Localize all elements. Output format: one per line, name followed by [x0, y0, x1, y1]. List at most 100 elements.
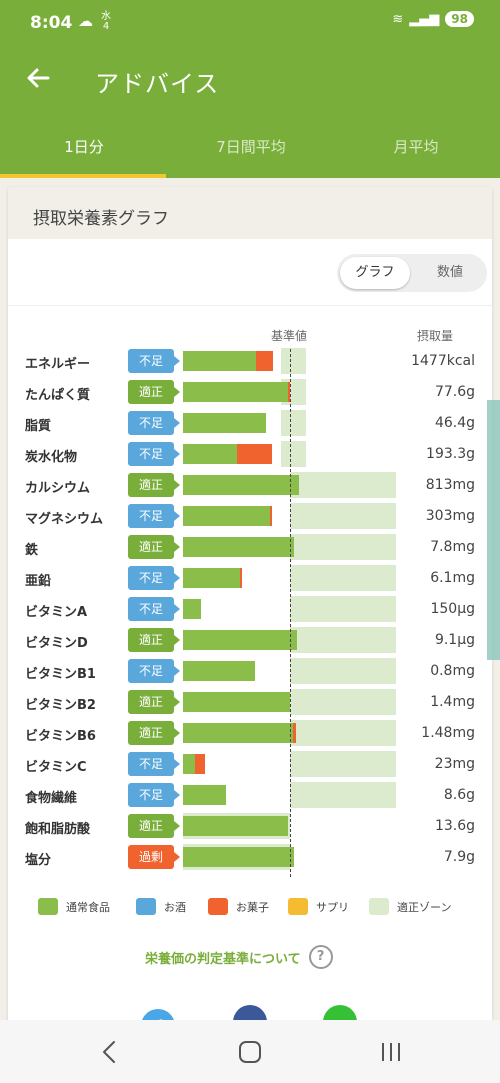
intake-amount: 193.3g — [426, 446, 475, 462]
home-icon[interactable] — [237, 1039, 263, 1065]
nutrient-label: 亜鉛 — [25, 574, 52, 589]
nutrient-row: 塩分 過剰 7.9g — [8, 844, 492, 870]
appropriate-zone — [290, 720, 396, 746]
intake-amount: 13.6g — [434, 818, 475, 834]
nutrient-row: 脂質 不足 46.4g — [8, 410, 492, 436]
intake-amount: 1477kcal — [411, 353, 475, 369]
legend-item-alcohol: お酒 — [136, 898, 186, 915]
reference-line — [290, 349, 291, 877]
legend-swatch — [38, 898, 58, 915]
status-badge: 適正 — [128, 535, 180, 559]
appropriate-zone — [281, 410, 307, 436]
legend-swatch — [208, 898, 228, 915]
tab-one-day[interactable]: 1日分 — [64, 138, 104, 156]
appropriate-zone — [281, 348, 307, 374]
nutrient-graph-card: 摂取栄養素グラフ グラフ 数値 基準値 摂取量 エネルギー 不足 1477kcal た… — [8, 187, 492, 1047]
nutrient-label: 鉄 — [25, 543, 39, 558]
status-badge: 過剰 — [128, 845, 180, 869]
battery-indicator: 98 — [445, 11, 474, 27]
status-badge: 不足 — [128, 566, 180, 590]
back-arrow-icon[interactable] — [22, 62, 54, 94]
food-bar — [183, 444, 237, 464]
food-bar — [183, 847, 295, 867]
status-badge: 不足 — [128, 783, 180, 807]
help-icon[interactable]: ? — [308, 945, 333, 969]
intake-amount: 303mg — [425, 508, 475, 524]
active-tab-indicator — [0, 174, 166, 178]
page-title: アドバイス — [95, 70, 220, 98]
legend-label: 通常食品 — [66, 900, 110, 914]
nutrient-label: ビタミンD — [25, 636, 88, 651]
legend-swatch — [136, 898, 156, 915]
intake-amount: 0.8mg — [430, 663, 475, 679]
food-bar — [183, 506, 270, 526]
reference-column-header: 基準値 — [271, 329, 308, 343]
status-badge: 適正 — [128, 690, 180, 714]
nutrient-row: 飽和脂肪酸 適正 13.6g — [8, 813, 492, 839]
food-bar — [183, 785, 226, 805]
legend-swatch — [288, 898, 308, 915]
appropriate-zone — [290, 782, 396, 808]
snack-bar — [236, 444, 272, 464]
status-badge: 不足 — [128, 659, 180, 683]
appropriate-zone — [290, 689, 396, 715]
nutrient-label: 炭水化物 — [25, 450, 78, 465]
snack-bar — [255, 351, 273, 371]
appropriate-zone — [290, 534, 396, 560]
food-bar — [183, 537, 295, 557]
graph-toggle-button[interactable]: グラフ — [340, 257, 410, 289]
status-time: 8:04 — [30, 13, 73, 33]
legend-label: お酒 — [164, 900, 186, 914]
nutrient-label: ビタミンB2 — [25, 698, 96, 713]
status-badge: 不足 — [128, 411, 180, 435]
legend-item-food: 通常食品 — [38, 898, 110, 915]
snack-bar — [239, 568, 242, 588]
card-header: 摂取栄養素グラフ — [8, 187, 492, 239]
intake-amount: 6.1mg — [430, 570, 475, 586]
nav-back-icon[interactable] — [96, 1038, 124, 1066]
judgement-criteria-link[interactable]: 栄養価の判定基準について ? — [145, 945, 333, 969]
status-bar: 8:04 ☁ 水 4 ≋ ▂▄▆ 98 — [0, 0, 500, 44]
status-badge: 不足 — [128, 349, 180, 373]
nutrient-row: 亜鉛 不足 6.1mg — [8, 565, 492, 591]
food-bar — [183, 475, 299, 495]
tab-seven-day-average[interactable]: 7日間平均 — [216, 138, 286, 156]
appropriate-zone — [290, 503, 396, 529]
snack-bar — [269, 506, 272, 526]
scroll-indicator[interactable] — [487, 400, 500, 660]
weather-icon: ☁ — [78, 12, 93, 30]
nutrient-row: たんぱく質 適正 77.6g — [8, 379, 492, 405]
food-bar — [183, 692, 290, 712]
legend: 通常食品 お酒 お菓子 サプリ 適正ゾーン — [38, 898, 478, 918]
food-bar — [183, 351, 256, 371]
tab-monthly-average[interactable]: 月平均 — [393, 138, 439, 156]
appropriate-zone — [290, 751, 396, 777]
intake-amount: 1.4mg — [430, 694, 475, 710]
status-day-num: 4 — [102, 21, 110, 32]
status-badge: 不足 — [128, 597, 180, 621]
snack-bar — [194, 754, 206, 774]
period-tabs: 1日分 7日間平均 月平均 — [0, 114, 500, 178]
nutrient-label: 脂質 — [25, 419, 52, 434]
food-bar — [183, 630, 298, 650]
nutrient-row: 鉄 適正 7.8mg — [8, 534, 492, 560]
number-toggle-button[interactable]: 数値 — [436, 265, 463, 280]
intake-amount: 7.8mg — [430, 539, 475, 555]
food-bar — [183, 382, 288, 402]
card-title: 摂取栄養素グラフ — [33, 209, 169, 229]
nutrient-label: ビタミンB1 — [25, 667, 96, 682]
nutrient-row: エネルギー 不足 1477kcal — [8, 348, 492, 374]
recent-apps-icon[interactable] — [378, 1039, 404, 1065]
criteria-link-text[interactable]: 栄養価の判定基準について — [145, 951, 301, 967]
status-badge: 適正 — [128, 380, 180, 404]
nutrient-row: ビタミンC 不足 23mg — [8, 751, 492, 777]
appropriate-zone — [290, 658, 396, 684]
intake-amount: 9.1µg — [434, 632, 475, 648]
app-bar: アドバイス — [0, 44, 500, 114]
nutrient-row: マグネシウム 不足 303mg — [8, 503, 492, 529]
snack-bar — [293, 723, 297, 743]
nutrient-label: 飽和脂肪酸 — [25, 822, 91, 837]
status-day: 水 — [101, 11, 111, 22]
nutrient-label: エネルギー — [25, 357, 91, 372]
legend-label: 適正ゾーン — [397, 900, 452, 914]
